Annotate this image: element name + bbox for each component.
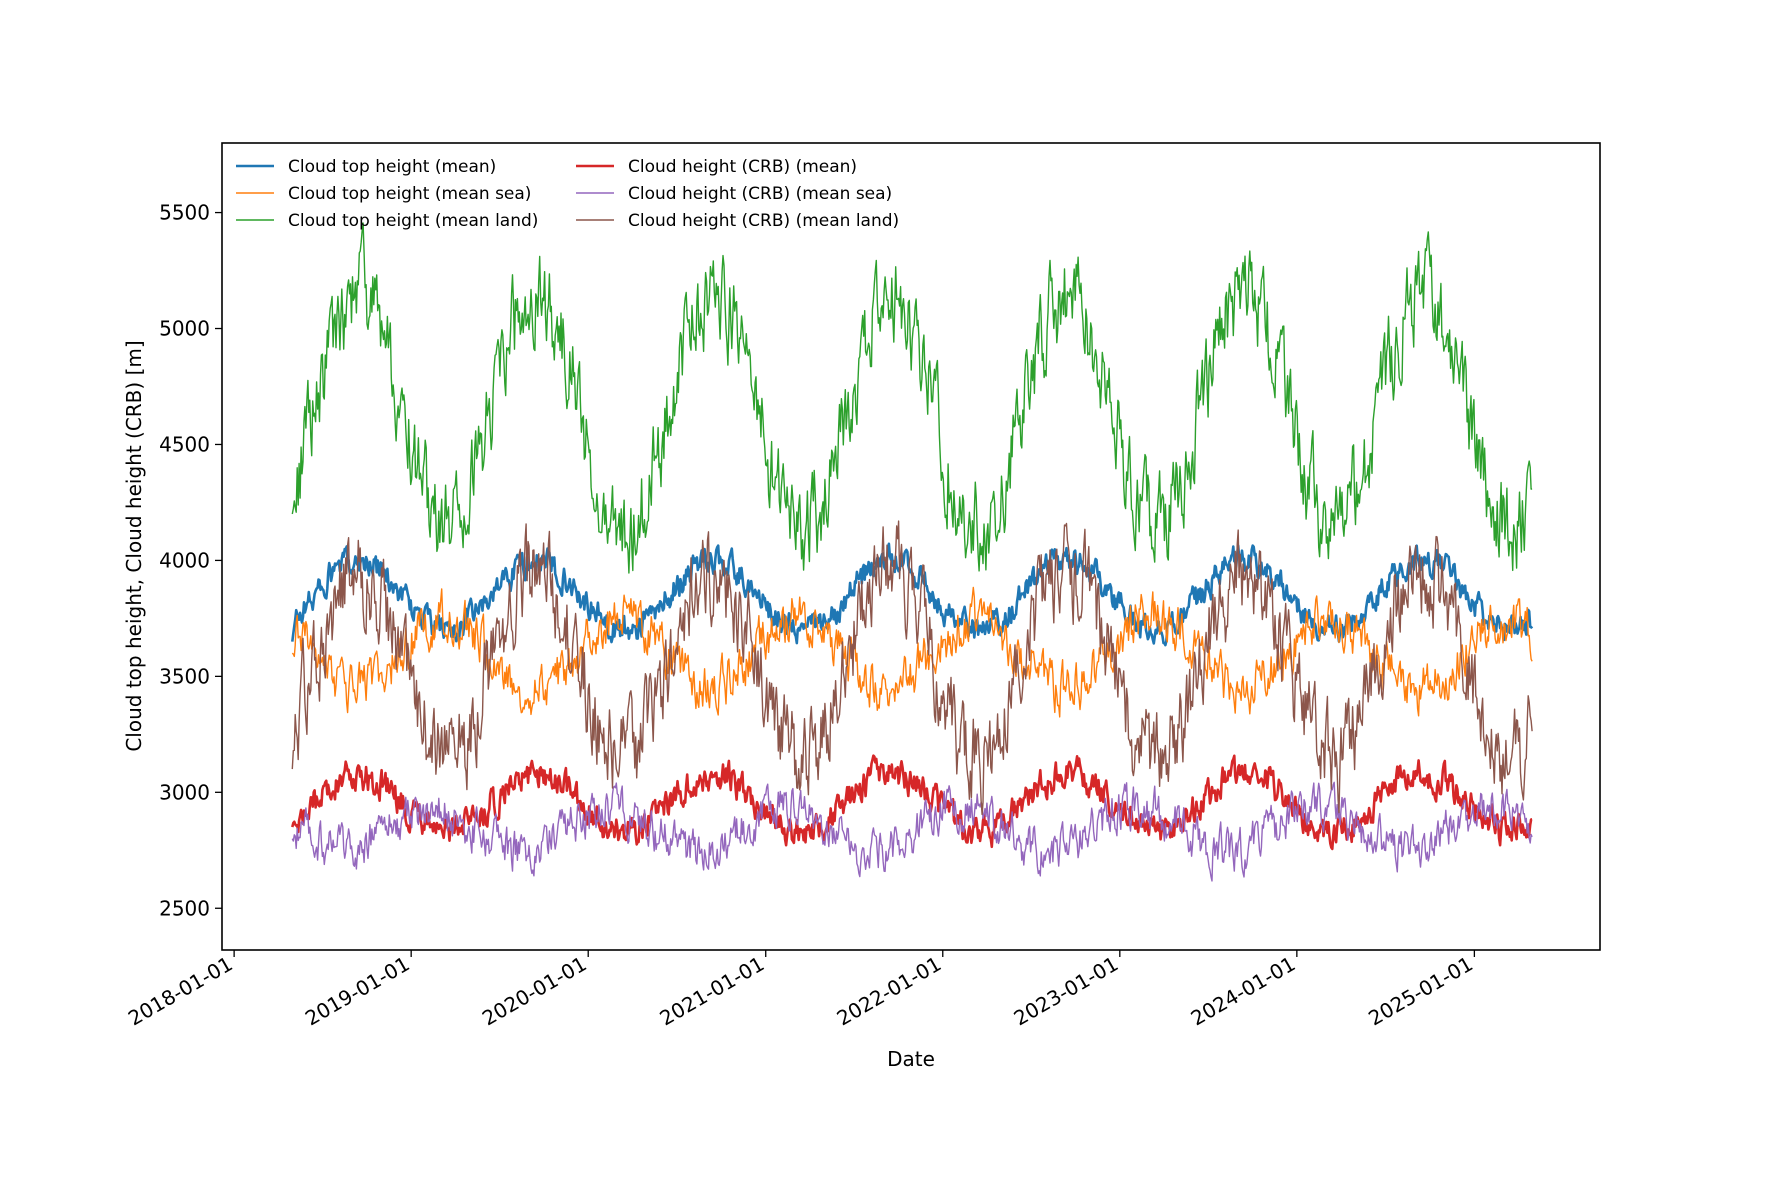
- legend-label: Cloud top height (mean): [288, 157, 496, 177]
- legend-label: Cloud top height (mean land): [288, 211, 538, 231]
- series-line-5: [291, 781, 1533, 882]
- legend: Cloud top height (mean) Cloud top height …: [236, 157, 899, 231]
- y-tick-label: 2500: [159, 896, 210, 920]
- series-line-3: [291, 222, 1533, 574]
- y-tick-label: 5500: [159, 201, 210, 225]
- legend-label: Cloud top height (mean sea): [288, 184, 531, 204]
- y-tick-label: 5000: [159, 317, 210, 341]
- legend-label: Cloud height (CRB) (mean land): [628, 211, 899, 231]
- x-axis-label: Date: [887, 1047, 935, 1071]
- series-layer: [291, 222, 1534, 882]
- series-line-6: [291, 520, 1533, 816]
- y-axis-ticks: 2500 3000 3500 4000 4500 5000 5500: [159, 201, 222, 920]
- series-line-2: [291, 586, 1533, 718]
- series-line-4: [291, 754, 1533, 851]
- y-tick-label: 4000: [159, 548, 210, 572]
- legend-label: Cloud height (CRB) (mean sea): [628, 184, 892, 204]
- plot-frame: [221, 142, 1601, 951]
- y-tick-label: 4500: [159, 432, 210, 456]
- y-axis-label: Cloud top height, Cloud height (CRB) [m]: [122, 340, 146, 751]
- legend-label: Cloud height (CRB) (mean): [628, 157, 857, 177]
- y-tick-label: 3500: [159, 664, 210, 688]
- y-tick-label: 3000: [159, 780, 210, 804]
